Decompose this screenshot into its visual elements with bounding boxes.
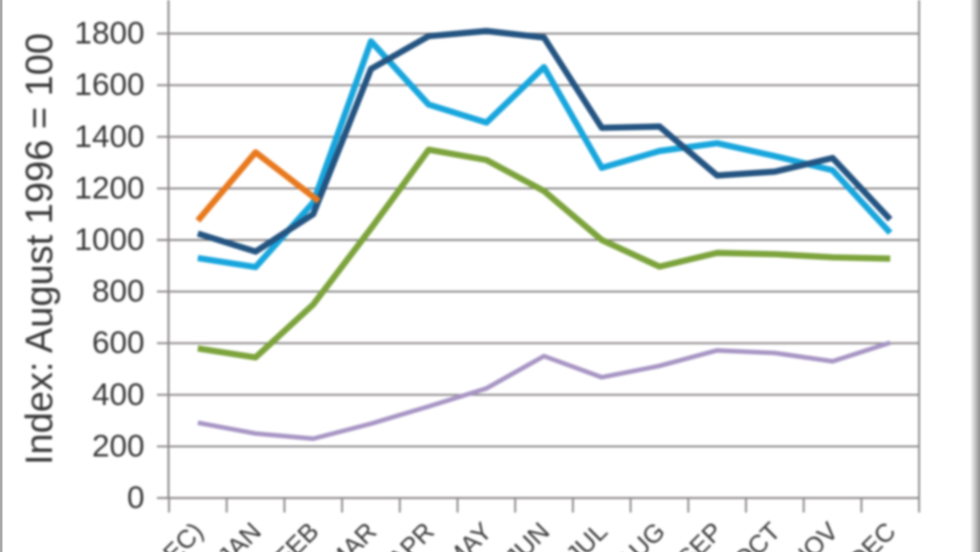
svg-text:200: 200 — [92, 427, 145, 463]
svg-text:1600: 1600 — [74, 66, 144, 102]
svg-text:0: 0 — [127, 479, 145, 515]
svg-text:400: 400 — [92, 376, 145, 412]
svg-text:1400: 1400 — [74, 118, 144, 154]
svg-text:800: 800 — [92, 273, 145, 309]
svg-text:Index: August 1996 = 100: Index: August 1996 = 100 — [19, 33, 61, 465]
svg-text:1800: 1800 — [74, 15, 144, 51]
svg-text:600: 600 — [92, 324, 145, 360]
svg-text:1200: 1200 — [74, 169, 144, 205]
svg-text:1000: 1000 — [74, 221, 144, 257]
